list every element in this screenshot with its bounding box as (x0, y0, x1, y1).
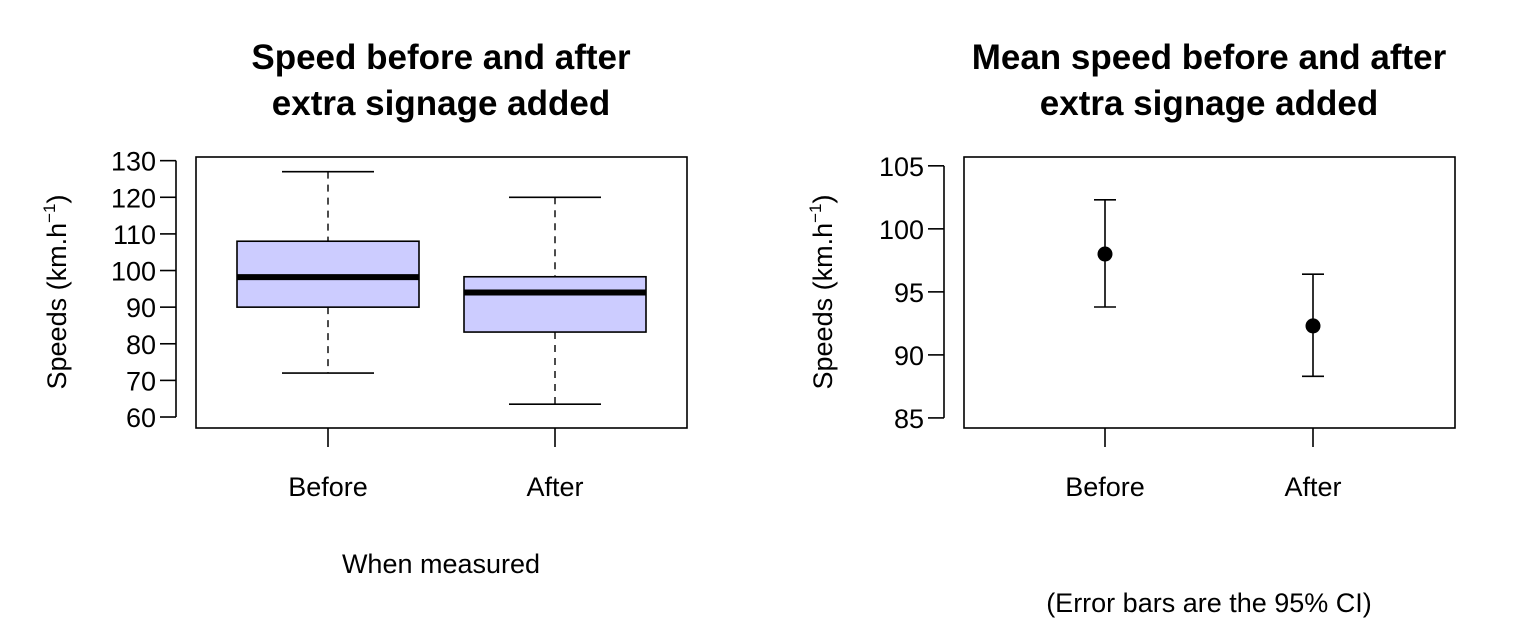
x-axis: Before After (288, 428, 584, 502)
y-tick-label: 90 (126, 293, 156, 323)
x-tick-label: After (526, 472, 583, 502)
box-after (463, 196, 647, 405)
chart-title-line-1: Speed before and after (251, 38, 631, 77)
errorbar-before (1094, 199, 1116, 308)
boxes-group (236, 170, 647, 405)
y-tick-label: 90 (894, 341, 924, 371)
mean-point (1305, 318, 1321, 334)
y-tick-label: 85 (894, 404, 924, 434)
iqr-box (463, 275, 647, 333)
y-tick-label: 120 (111, 183, 156, 213)
errorbar-after (1302, 273, 1324, 378)
y-tick-label: 70 (126, 366, 156, 396)
y-axis-label: Speeds (km.h−1) (40, 195, 72, 390)
x-tick-label: Before (288, 472, 368, 502)
boxplot-chart: Speed before and after extra signage add… (40, 38, 688, 579)
y-axis: 60 70 80 90 100 110 120 130 (111, 147, 177, 433)
plot-frame (963, 156, 1456, 429)
x-axis: Before After (1065, 428, 1342, 502)
y-tick-label: 100 (111, 257, 156, 287)
y-tick-label: 80 (126, 330, 156, 360)
chart-title-line-1: Mean speed before and after (972, 38, 1447, 77)
y-axis-label: Speeds (km.h−1) (806, 195, 838, 390)
errorbar-chart: Mean speed before and after extra signag… (806, 38, 1456, 618)
y-tick-label: 110 (113, 220, 156, 250)
y-tick-label: 105 (879, 152, 924, 182)
footnote: (Error bars are the 95% CI) (1046, 588, 1372, 618)
points-group (1094, 199, 1324, 378)
x-tick-label: After (1284, 472, 1341, 502)
y-tick-label: 60 (126, 403, 156, 433)
box-before (236, 170, 420, 374)
y-tick-label: 95 (894, 278, 924, 308)
y-axis: 85 90 95 100 105 (879, 152, 945, 434)
plot-frame (195, 156, 688, 429)
chart-title-line-2: extra signage added (272, 84, 610, 123)
chart-title-line-2: extra signage added (1040, 84, 1378, 123)
y-tick-label: 130 (111, 147, 156, 177)
y-tick-label: 100 (879, 215, 924, 245)
x-axis-label: When measured (342, 549, 540, 579)
x-tick-label: Before (1065, 472, 1145, 502)
mean-point (1097, 246, 1113, 262)
